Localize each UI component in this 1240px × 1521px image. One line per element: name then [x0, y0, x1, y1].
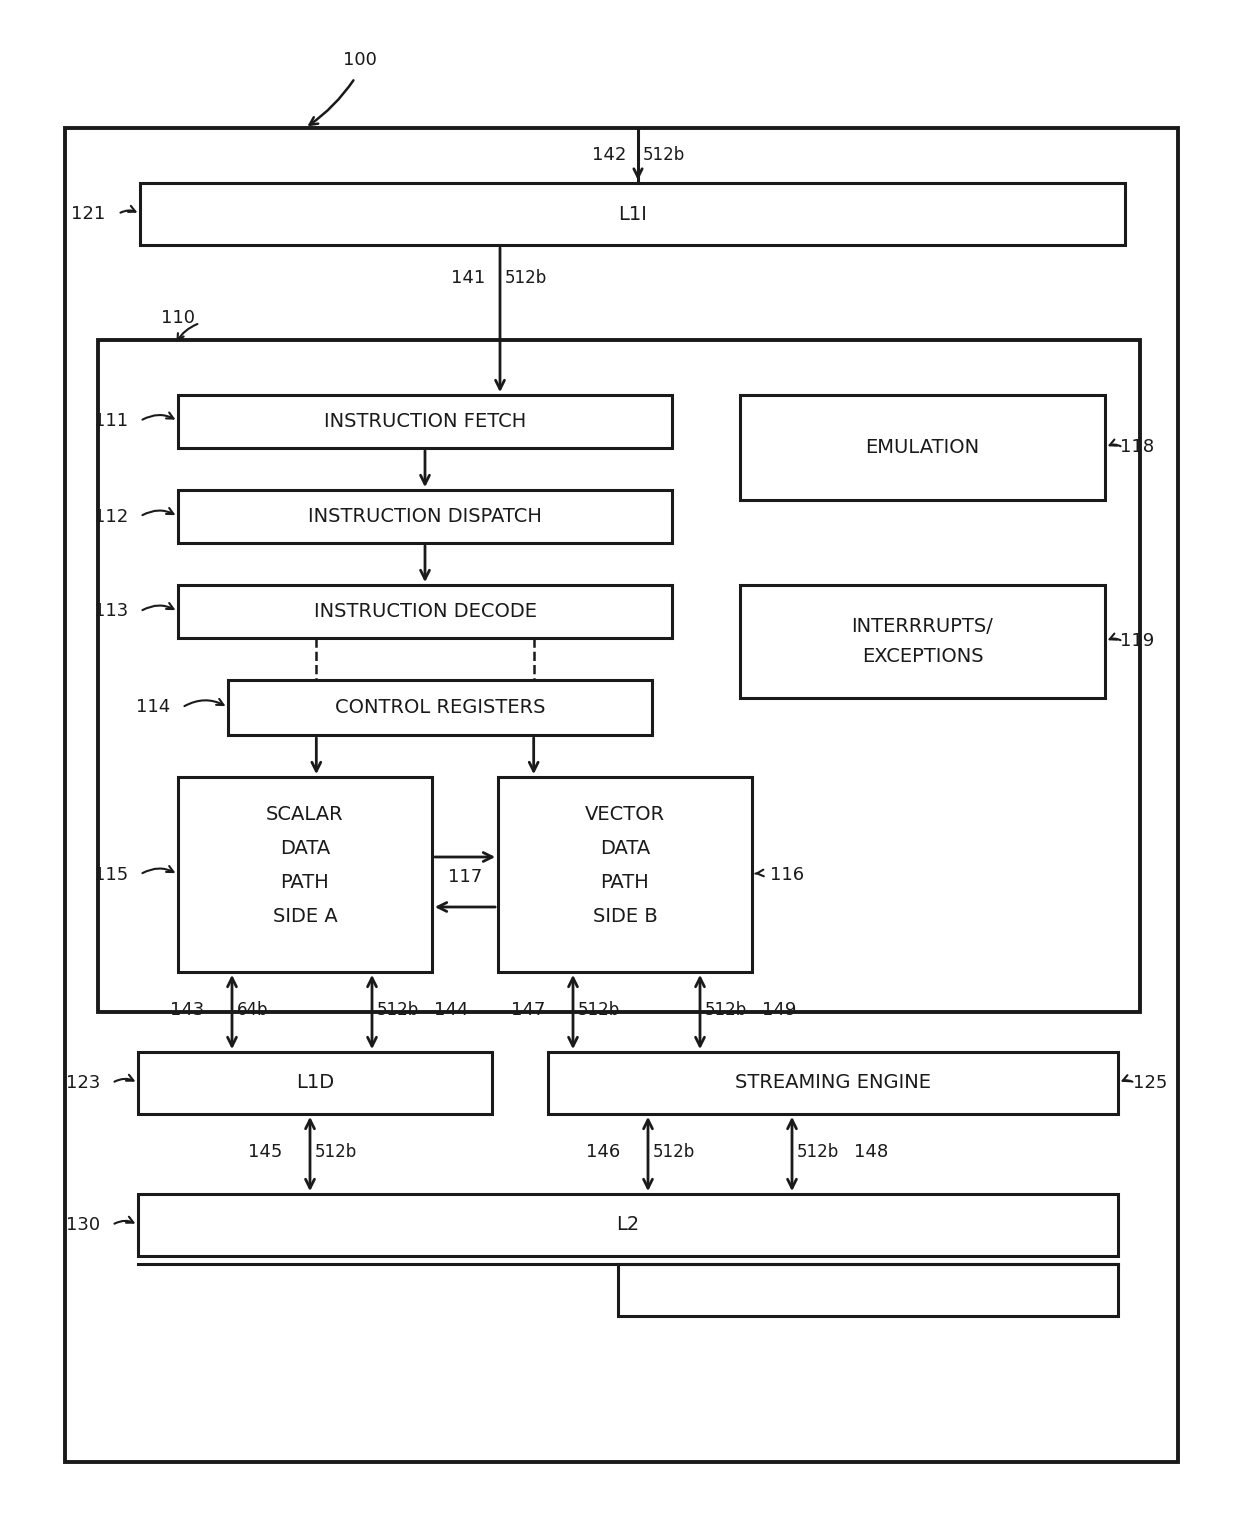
Text: EMULATION: EMULATION [866, 438, 980, 456]
Text: 512b: 512b [644, 146, 686, 164]
Text: 512b: 512b [315, 1142, 357, 1161]
Text: PATH: PATH [280, 873, 330, 893]
Text: SIDE B: SIDE B [593, 908, 657, 926]
Bar [740, 586, 1105, 698]
Bar [179, 586, 672, 637]
Text: 144: 144 [434, 1001, 469, 1019]
Text: 512b: 512b [797, 1142, 839, 1161]
Bar [98, 341, 1140, 1011]
Bar [179, 490, 672, 543]
Text: 148: 148 [854, 1142, 888, 1161]
Text: 512b: 512b [505, 269, 547, 287]
Text: VECTOR: VECTOR [585, 806, 665, 824]
Text: SCALAR: SCALAR [267, 806, 343, 824]
Text: 512b: 512b [578, 1001, 620, 1019]
Bar [140, 183, 1125, 245]
Text: 117: 117 [448, 868, 482, 887]
Text: 115: 115 [94, 865, 128, 884]
Text: L1I: L1I [618, 204, 647, 224]
Text: 143: 143 [170, 1001, 205, 1019]
Bar [138, 1194, 1118, 1256]
Text: 112: 112 [94, 508, 128, 525]
Text: DATA: DATA [600, 840, 650, 858]
Text: 119: 119 [1120, 633, 1154, 651]
Text: 147: 147 [511, 1001, 546, 1019]
Text: PATH: PATH [600, 873, 650, 893]
Text: CONTROL REGISTERS: CONTROL REGISTERS [335, 698, 546, 716]
Text: 113: 113 [94, 602, 128, 621]
Text: INSTRUCTION FETCH: INSTRUCTION FETCH [324, 412, 526, 430]
Text: 64b: 64b [237, 1001, 269, 1019]
Text: L2: L2 [616, 1215, 640, 1235]
Text: L1D: L1D [296, 1074, 334, 1092]
Bar [228, 680, 652, 735]
Text: 145: 145 [248, 1142, 281, 1161]
Text: EXCEPTIONS: EXCEPTIONS [862, 646, 983, 666]
Text: SIDE A: SIDE A [273, 908, 337, 926]
Text: DATA: DATA [280, 840, 330, 858]
Text: 118: 118 [1120, 438, 1154, 456]
Bar [498, 777, 751, 972]
Text: 141: 141 [451, 269, 485, 287]
Bar [138, 1053, 492, 1113]
Bar [179, 395, 672, 449]
Text: 512b: 512b [377, 1001, 419, 1019]
Text: 121: 121 [71, 205, 105, 224]
Bar [548, 1053, 1118, 1113]
Text: 116: 116 [770, 865, 804, 884]
Text: INSTRUCTION DISPATCH: INSTRUCTION DISPATCH [308, 506, 542, 526]
Text: INTERRRUPTS/: INTERRRUPTS/ [852, 618, 993, 636]
Text: 149: 149 [763, 1001, 796, 1019]
Text: 111: 111 [94, 412, 128, 430]
Bar [64, 128, 1178, 1462]
Text: 114: 114 [135, 698, 170, 716]
Text: 100: 100 [343, 52, 377, 68]
Bar [740, 395, 1105, 500]
Text: STREAMING ENGINE: STREAMING ENGINE [735, 1074, 931, 1092]
Text: 123: 123 [66, 1074, 100, 1092]
Text: INSTRUCTION DECODE: INSTRUCTION DECODE [314, 602, 537, 621]
Bar [618, 1264, 1118, 1316]
Text: 512b: 512b [653, 1142, 696, 1161]
Text: 130: 130 [66, 1215, 100, 1234]
Bar [179, 777, 432, 972]
Text: 125: 125 [1133, 1074, 1167, 1092]
Text: 142: 142 [591, 146, 626, 164]
Text: 146: 146 [585, 1142, 620, 1161]
Text: 512b: 512b [706, 1001, 748, 1019]
Text: 110: 110 [161, 309, 195, 327]
